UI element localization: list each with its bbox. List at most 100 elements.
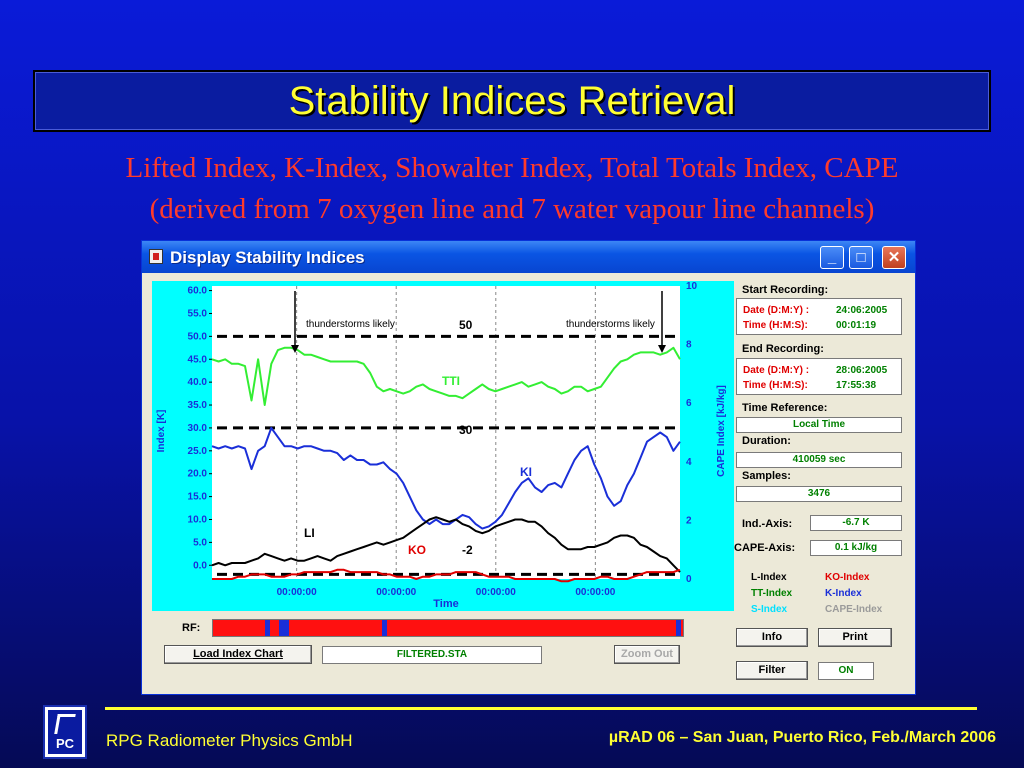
y-tick-label: 15.0	[188, 492, 208, 503]
rf-flag-marker	[675, 620, 681, 636]
series-line-li	[211, 516, 681, 573]
y2-tick-label: 0	[686, 574, 692, 585]
plot-area	[212, 286, 680, 579]
annotation-thunderstorms-right: thunderstorms likely	[566, 319, 655, 330]
y-tick-label: 45.0	[188, 354, 208, 365]
series-line-ko	[212, 568, 681, 583]
print-button[interactable]: Print	[818, 628, 892, 647]
y2-axis-ticks: 10 8 6 4 2 0	[686, 281, 698, 585]
y-tick-label: 30.0	[188, 423, 208, 434]
start-date-key: Date (D:M:Y) :	[743, 305, 810, 316]
annotation-thunderstorms-left: thunderstorms likely	[306, 319, 395, 330]
x-axis-label: Time	[433, 598, 458, 610]
samples-value: 3476	[736, 486, 902, 502]
series-label-tti: TTI	[442, 374, 460, 388]
display-stability-indices-window: Display Stability Indices _ □ ✕ 60.0 55.0…	[141, 240, 916, 695]
series-line-ki	[211, 426, 681, 530]
rf-flag-marker	[278, 620, 284, 636]
series-label-ko: KO	[408, 543, 426, 557]
x-tick-label: 00:00:00	[575, 587, 615, 598]
close-button[interactable]: ✕	[882, 246, 906, 269]
rpg-logo-mark	[54, 714, 76, 734]
time-reference-value: Local Time	[736, 417, 902, 433]
cape-axis-label: CAPE-Axis:	[734, 542, 796, 554]
y2-tick-label: 10	[686, 281, 698, 292]
duration-value: 410059 sec	[736, 452, 902, 468]
annotation-arrow-head	[291, 345, 299, 353]
y-tick-label: 25.0	[188, 446, 208, 457]
y2-axis-label: CAPE Index [kJ/kg]	[716, 385, 727, 477]
start-date-value: 24:06:2005	[836, 305, 888, 316]
maximize-button[interactable]: □	[849, 246, 873, 269]
x-axis-ticks: 00:00:00 00:00:00 00:00:00 00:00:00	[277, 587, 616, 598]
end-recording-title: End Recording:	[742, 343, 824, 355]
rf-flag-marker	[283, 620, 289, 636]
end-time-value: 17:55:38	[836, 380, 877, 391]
legend-item: K-Index	[825, 588, 862, 599]
threshold-label-30: 30	[459, 423, 473, 437]
end-date-value: 28:06:2005	[836, 365, 888, 376]
legend-item: S-Index	[751, 604, 788, 615]
rpg-logo: PC	[43, 705, 87, 759]
end-date-key: Date (D:M:Y) :	[743, 365, 810, 376]
slide-title: Stability Indices Retrieval	[288, 78, 736, 123]
y2-tick-label: 6	[686, 398, 692, 409]
rf-flag-marker	[382, 620, 388, 636]
duration-title: Duration:	[742, 435, 791, 447]
y-axis-ticks: 60.0 55.0 50.0 45.0 40.0 35.0 30.0 25.0 20.0 15.0…	[188, 286, 212, 571]
footer-company: RPG Radiometer Physics GmbH	[106, 731, 353, 750]
y-tick-label: 50.0	[188, 331, 208, 342]
y2-tick-label: 8	[686, 340, 692, 351]
y-tick-label: 60.0	[188, 286, 208, 297]
y-tick-label: 40.0	[188, 377, 208, 388]
rpg-logo-inner: PC	[48, 710, 82, 754]
series-label-ki: KI	[520, 465, 532, 479]
load-index-chart-button[interactable]: Load Index Chart	[164, 645, 312, 664]
legend-item: KO-Index	[825, 572, 870, 583]
footer-conference: µRAD 06 – San Juan, Puerto Rico, Feb./Ma…	[608, 729, 996, 746]
subtitle-line-1: Lifted Index, K-Index, Showalter Index, …	[125, 152, 899, 184]
filter-button[interactable]: Filter	[736, 661, 808, 680]
y-tick-label: 55.0	[188, 308, 208, 319]
rf-label: RF:	[182, 622, 201, 634]
app-icon[interactable]	[149, 249, 163, 264]
filename-field: FILTERED.STA	[322, 646, 542, 664]
legend-item: TT-Index	[751, 588, 793, 599]
filter-state-value: ON	[818, 662, 874, 680]
annotation-arrows	[291, 291, 666, 353]
y-tick-label: 10.0	[188, 514, 208, 525]
legend-item: L-Index	[751, 572, 787, 583]
annotation-arrow-head	[658, 345, 666, 353]
y-tick-label: 20.0	[188, 469, 208, 480]
ind-axis-value: -6.7 K	[810, 515, 902, 531]
footer-divider	[105, 707, 977, 710]
series-line-tti	[211, 346, 681, 406]
grid	[296, 286, 596, 579]
x-tick-label: 00:00:00	[376, 587, 416, 598]
window-title: Display Stability Indices	[170, 248, 365, 267]
start-recording-title: Start Recording:	[742, 284, 829, 296]
samples-title: Samples:	[742, 470, 791, 482]
y2-tick-label: 4	[686, 457, 692, 468]
zoom-out-button[interactable]: Zoom Out	[614, 645, 680, 664]
stability-chart: 60.055.050.045.040.035.030.025.020.015.0…	[156, 281, 727, 610]
start-time-value: 00:01:19	[836, 320, 877, 331]
legend-item: CAPE-Index	[825, 604, 883, 615]
ind-axis-label: Ind.-Axis:	[742, 518, 793, 530]
rpg-logo-text: PC	[55, 736, 75, 751]
time-reference-title: Time Reference:	[742, 402, 828, 414]
window-titlebar[interactable]: Display Stability Indices _ □ ✕	[142, 241, 915, 273]
series-lines	[211, 346, 681, 583]
rf-flag-bar	[212, 619, 684, 637]
cape-axis-value: 0.1 kJ/kg	[810, 540, 902, 556]
minimize-button[interactable]: _	[820, 246, 844, 269]
threshold-label-minus2: -2	[462, 543, 473, 557]
info-button[interactable]: Info	[736, 628, 808, 647]
series-label-li: LI	[304, 526, 315, 540]
start-time-key: Time (H:M:S):	[743, 320, 808, 331]
start-recording-box: Date (D:M:Y) : 24:06:2005 Time (H:M:S): …	[736, 298, 902, 335]
y-tick-label: 0.0	[193, 560, 207, 571]
end-recording-box: Date (D:M:Y) : 28:06:2005 Time (H:M:S): …	[736, 358, 902, 395]
slide-title-box: Stability Indices Retrieval	[33, 70, 991, 132]
threshold-label-50: 50	[459, 318, 473, 332]
